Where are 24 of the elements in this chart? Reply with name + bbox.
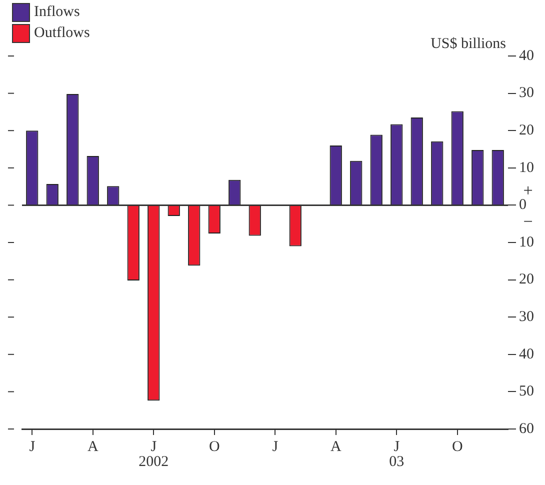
y-tick-label: 40	[519, 48, 534, 64]
y-axis-title: US$ billions	[430, 36, 506, 52]
x-tick-label: A	[330, 438, 342, 455]
legend-label: Outflows	[34, 25, 90, 42]
y-tick-label: 40	[519, 346, 534, 362]
x-tick-label: J	[29, 438, 36, 455]
text: 03	[389, 454, 404, 470]
legend-label: Inflows	[34, 4, 80, 21]
y-tick-label: 10	[519, 234, 534, 250]
text: 2002	[138, 454, 169, 470]
x-tick-label: A	[87, 438, 98, 455]
y-tick-label: 10	[519, 160, 534, 176]
x-tick-label: O	[452, 438, 463, 455]
y-tick-label: 20	[519, 122, 534, 139]
y-tick-label: 30	[519, 309, 534, 326]
x-tick-label: J	[272, 438, 278, 455]
y-tick-label: 50	[519, 384, 534, 400]
text: −	[523, 212, 533, 232]
y-tick-label: 60	[519, 420, 534, 437]
y-tick-label: 20	[519, 272, 534, 288]
x-tick-label: J	[150, 438, 157, 455]
x-tick-label: O	[208, 438, 220, 455]
y-tick-label: 30	[519, 85, 534, 102]
x-tick-label: J	[394, 438, 400, 455]
